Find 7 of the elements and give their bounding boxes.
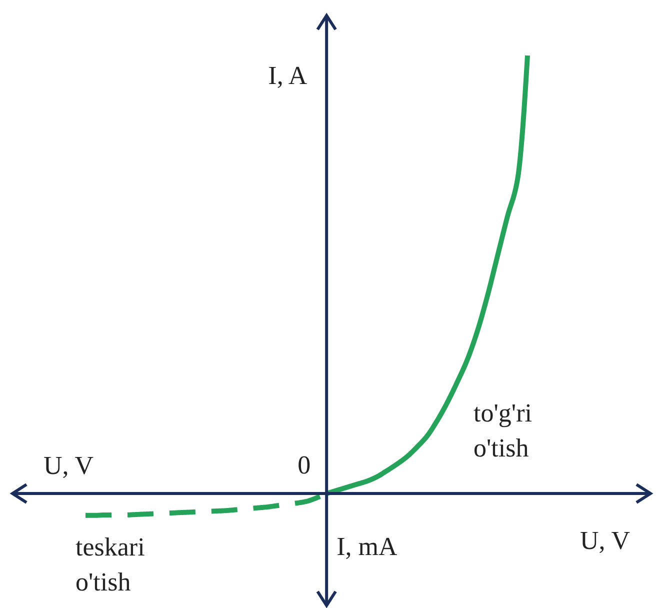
annotation: U, V — [44, 451, 94, 480]
text: I, mA — [336, 532, 398, 561]
annotation: 0 — [298, 450, 311, 480]
series-label: to'g'ri o'tish — [474, 398, 532, 462]
x-axis-title: U, V — [580, 526, 630, 555]
y-axis-title: I, A — [268, 61, 308, 90]
series-label: teskari o'tish — [76, 532, 145, 596]
